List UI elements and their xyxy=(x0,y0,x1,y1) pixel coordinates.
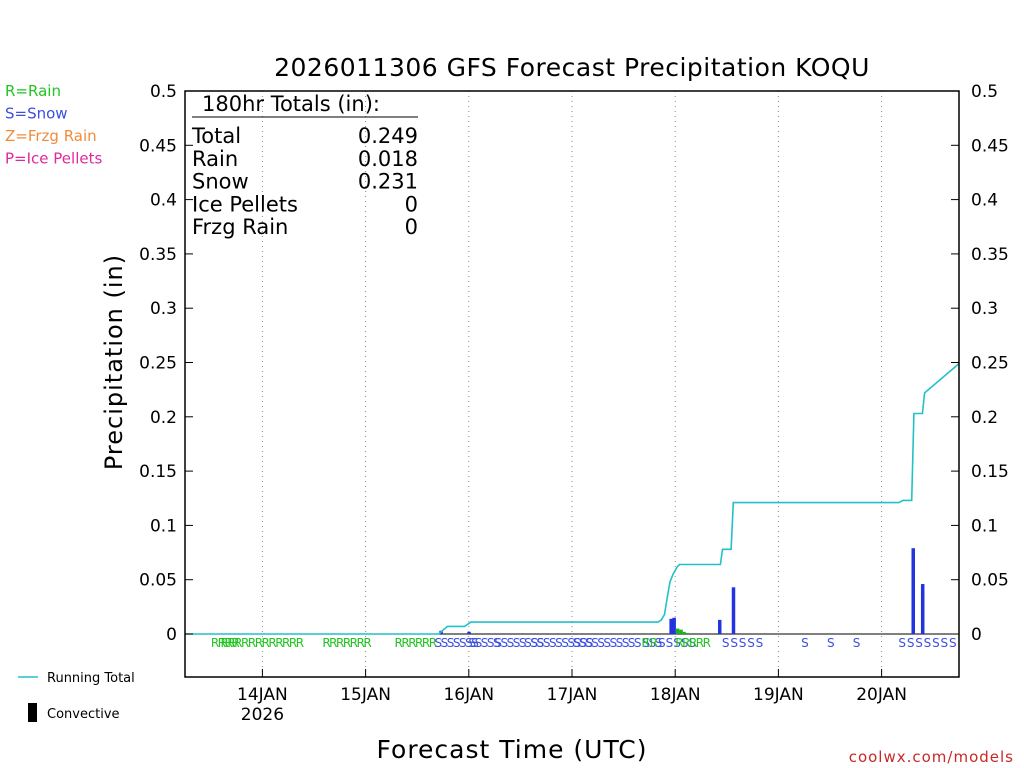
x-tick-label: 18JAN xyxy=(650,685,701,705)
y-tick-label-right: 0.25 xyxy=(971,354,1009,374)
type-marker-snow: SSSSS xyxy=(494,636,525,650)
x-tick-label: 19JAN xyxy=(753,685,804,705)
y-tick-label-left: 0.05 xyxy=(139,571,177,591)
running-total-line xyxy=(185,362,960,635)
legend-type-label: S=Snow xyxy=(5,105,68,123)
legend-convective-label: Convective xyxy=(47,707,120,722)
rain-bar xyxy=(675,628,680,634)
x-tick-label: 15JAN xyxy=(340,685,391,705)
y-tick-label-right: 0.05 xyxy=(971,571,1009,591)
x-tick-label: 20JAN xyxy=(856,685,907,705)
snow-bar xyxy=(920,584,925,634)
running-total-layer xyxy=(185,362,960,635)
grid-lines xyxy=(185,91,959,677)
type-marker-rain: RRRRRR xyxy=(395,636,437,650)
type-marker-mixed: RRSSSSS xyxy=(641,636,696,650)
totals-row-name: Frzg Rain xyxy=(192,215,288,239)
y-tick-label-left: 0.35 xyxy=(139,245,177,265)
y-axis-left: 0 0.05 0.1 0.15 0.2 0.25 0.3 0.35 0.4 0.45 0.5 xyxy=(139,82,193,645)
totals-box: 180hr Totals (in): Total 0.249 Rain 0.018 Sn… xyxy=(191,92,418,239)
snow-bar xyxy=(911,548,915,634)
type-marker-rain: RRRRRRR xyxy=(322,636,371,650)
y-tick-label-right: 0 xyxy=(971,625,982,645)
totals-row-value: 0 xyxy=(405,192,418,216)
totals-row-value: 0.018 xyxy=(358,147,418,171)
y-tick-label-right: 0.2 xyxy=(971,408,998,428)
snow-bar xyxy=(717,619,722,634)
x-tick-label: 16JAN xyxy=(443,685,494,705)
x-tick-sublabel: 2026 xyxy=(241,705,284,725)
y-tick-label-left: 0 xyxy=(166,625,177,645)
y-tick-label-left: 0.5 xyxy=(150,82,177,102)
y-tick-label-left: 0.15 xyxy=(139,462,177,482)
totals-header: 180hr Totals (in): xyxy=(202,92,380,116)
y-tick-label-right: 0.15 xyxy=(971,462,1009,482)
type-marker-rain: RRRR xyxy=(211,636,240,650)
y-tick-label-left: 0.2 xyxy=(150,408,177,428)
type-marker-snow: S xyxy=(853,636,860,650)
type-marker-snow: SSSSSSSSSS xyxy=(531,636,593,650)
type-marker-rain: RRRRRRRRRRRR xyxy=(221,636,304,650)
legend-type-label: P=Ice Pellets xyxy=(5,150,102,168)
y-tick-label-right: 0.45 xyxy=(971,136,1009,156)
totals-row-value: 0 xyxy=(405,215,418,239)
watermark: coolwx.com/models xyxy=(849,748,1014,766)
type-marker-snow: S S S S S xyxy=(722,636,763,650)
y-tick-label-left: 0.25 xyxy=(139,354,177,374)
y-tick-label-left: 0.45 xyxy=(139,136,177,156)
totals-row-name: Total xyxy=(191,124,241,148)
snow-bar xyxy=(467,631,471,634)
totals-row-name: Ice Pellets xyxy=(192,192,298,216)
type-marker-snow: S xyxy=(827,636,834,650)
bars-layer xyxy=(439,548,925,634)
type-marker-snow: S S S S S S S xyxy=(898,636,956,650)
type-marker-snow: SSSSSSSSSSS xyxy=(573,636,641,650)
y-tick-label-right: 0.35 xyxy=(971,245,1009,265)
x-axis-label: Forecast Time (UTC) xyxy=(377,735,648,764)
rain-bar xyxy=(679,629,683,634)
legend-type-label: Z=Frzg Rain xyxy=(5,127,97,145)
snow-bar xyxy=(669,618,673,634)
legend-type-label: R=Rain xyxy=(5,82,61,100)
y-axis-right: 0 0.05 0.1 0.15 0.2 0.25 0.3 0.35 0.4 0.45 0.5 xyxy=(951,82,1009,645)
totals-row-value: 0.231 xyxy=(358,170,418,194)
rain-bar xyxy=(682,631,686,634)
type-marker-rain: RRRRR xyxy=(675,636,710,650)
legend: R=Rain S=Snow Z=Frzg Rain P=Ice Pellets Runn… xyxy=(5,82,135,722)
type-marker-snow: SSS xyxy=(524,636,543,650)
y-tick-label-right: 0.1 xyxy=(971,516,998,536)
totals-row-name: Snow xyxy=(192,170,249,194)
y-axis-label: Precipitation (in) xyxy=(100,254,128,470)
snow-bar xyxy=(731,587,736,634)
x-tick-label: 14JAN xyxy=(237,685,288,705)
y-tick-label-left: 0.3 xyxy=(150,299,177,319)
legend-running-total-label: Running Total xyxy=(47,671,135,686)
y-tick-label-left: 0.1 xyxy=(150,516,177,536)
totals-row-value: 0.249 xyxy=(358,124,418,148)
x-tick-label: 17JAN xyxy=(547,685,598,705)
convective-swatch xyxy=(28,703,37,722)
y-tick-label-left: 0.4 xyxy=(150,191,177,211)
type-marker-snow: S xyxy=(801,636,808,650)
type-marker-snow: SSSSSSS xyxy=(434,636,478,650)
plot-frame xyxy=(184,90,960,678)
totals-row-name: Rain xyxy=(192,147,238,171)
chart-title: 2026011306 GFS Forecast Precipitation KO… xyxy=(274,53,870,82)
rain-bar xyxy=(685,632,690,634)
y-tick-label-right: 0.3 xyxy=(971,299,998,319)
snow-bar xyxy=(672,617,676,634)
y-tick-label-right: 0.5 xyxy=(971,82,998,102)
y-tick-label-right: 0.4 xyxy=(971,191,998,211)
type-marker-snow: SSS xyxy=(642,636,661,650)
type-marker-snow: SSSSS xyxy=(469,636,500,650)
